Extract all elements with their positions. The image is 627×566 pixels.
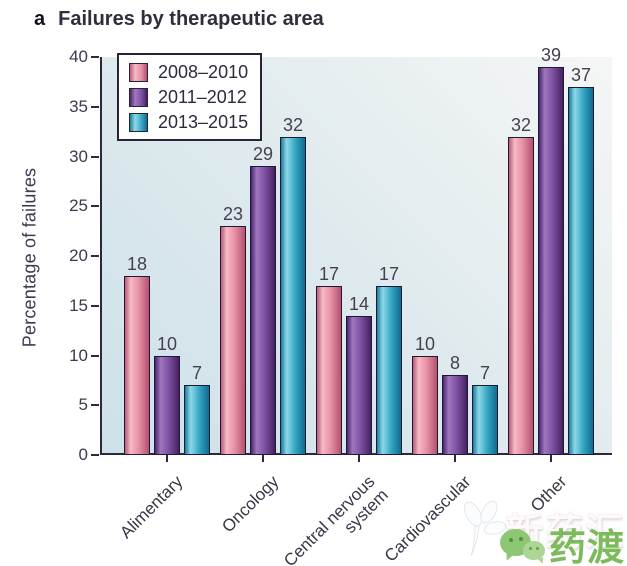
- wechat-icon: [500, 527, 550, 565]
- x-tick-mark: [550, 455, 552, 462]
- bar: [280, 136, 306, 455]
- bar-value-label: 18: [126, 253, 148, 274]
- bar-value-label: 32: [282, 114, 304, 135]
- legend-item: 2008–2010: [129, 61, 248, 83]
- plot-area: 2008–2010 2011–2012 2013–2015 0 5 10 15 20 25 30…: [69, 45, 612, 566]
- bar-value-label: 29: [252, 144, 274, 165]
- bar-value-label: 23: [222, 204, 244, 225]
- y-tick-mark: [91, 304, 99, 307]
- bar-value-label: 14: [348, 293, 370, 314]
- y-axis-line: [100, 57, 102, 455]
- bar: [538, 66, 564, 455]
- bar-value-label: 7: [191, 363, 202, 384]
- bar: [472, 385, 498, 455]
- bar-value-label: 17: [378, 263, 400, 284]
- y-tick-label: 0: [78, 445, 88, 464]
- y-axis-label: Percentage of failures: [19, 167, 40, 348]
- y-tick-label: 5: [78, 395, 88, 415]
- x-tick-mark: [166, 455, 168, 462]
- bar: [124, 275, 150, 455]
- bar: [220, 226, 246, 455]
- y-tick-label: 40: [69, 47, 88, 66]
- y-tick-label: 20: [69, 246, 88, 265]
- legend: 2008–2010 2011–2012 2013–2015: [117, 53, 263, 141]
- y-tick-mark: [91, 205, 99, 208]
- bar: [412, 355, 438, 455]
- y-tick-mark: [91, 105, 99, 108]
- wechat-eye: [536, 547, 539, 550]
- y-tick-mark: [91, 404, 99, 407]
- bar: [376, 285, 402, 455]
- y-tick-mark: [91, 56, 99, 58]
- bar-value-label: 17: [318, 263, 340, 284]
- legend-swatch: [129, 87, 148, 107]
- wechat-eye: [509, 538, 513, 542]
- bar-value-label: 10: [414, 333, 436, 354]
- watermark-pinwheel-logo-icon: [463, 500, 507, 557]
- chart-title-text: Failures by therapeutic area: [58, 8, 324, 30]
- wechat-eye: [529, 547, 532, 550]
- y-tick-label: 25: [69, 196, 88, 216]
- y-tick-mark: [91, 155, 99, 158]
- x-tick-mark: [262, 455, 264, 462]
- bar-value-label: 32: [510, 114, 532, 135]
- y-tick-mark: [91, 255, 99, 257]
- bar: [346, 315, 372, 455]
- bar: [154, 355, 180, 455]
- y-tick-label: 15: [69, 295, 88, 315]
- x-tick-mark: [454, 455, 456, 462]
- bar-value-label: 7: [479, 363, 490, 384]
- y-tick-mark: [91, 354, 99, 357]
- legend-label: 2013–2015: [158, 112, 249, 132]
- legend-swatch: [129, 112, 148, 132]
- bar-value-label: 10: [156, 333, 178, 354]
- bar: [568, 86, 594, 455]
- legend-swatch: [129, 62, 148, 82]
- legend-item: 2013–2015: [129, 111, 248, 133]
- chart-title: a Failures by therapeutic area: [34, 8, 324, 31]
- wechat-small-bubble: [523, 541, 545, 560]
- y-tick-mark: [91, 454, 99, 456]
- x-tick-mark: [358, 455, 360, 462]
- panel-letter: a: [34, 8, 46, 30]
- bar: [508, 136, 534, 455]
- legend-label: 2008–2010: [158, 62, 249, 82]
- watermark-brand-text: 药渡: [549, 527, 625, 566]
- bar: [442, 375, 468, 455]
- bar: [184, 385, 210, 455]
- wechat-eye: [519, 537, 523, 541]
- x-category-label: Alimentary: [116, 472, 187, 543]
- legend-label: 2011–2012: [158, 87, 247, 107]
- bar: [250, 166, 276, 455]
- y-tick-label: 30: [69, 146, 88, 166]
- bar: [316, 285, 342, 455]
- bar-value-label: 37: [570, 64, 592, 85]
- bar-value-label: 8: [449, 353, 460, 374]
- bar-value-label: 39: [540, 44, 562, 65]
- y-tick-label: 35: [69, 96, 88, 116]
- y-tick-label: 10: [69, 345, 88, 365]
- legend-item: 2011–2012: [129, 86, 248, 108]
